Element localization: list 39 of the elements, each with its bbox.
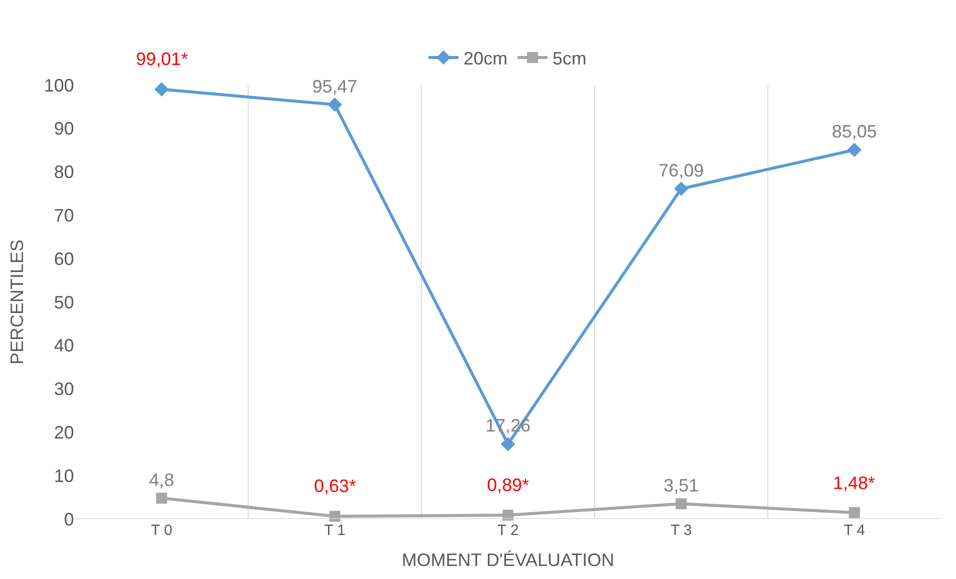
y-tick-label: 50 (54, 292, 74, 312)
y-axis-title: PERCENTILES (7, 239, 28, 365)
point (329, 510, 340, 522)
data-label: 4,8 (149, 470, 174, 490)
legend-label: 5cm (552, 48, 587, 69)
y-tick-label: 20 (54, 422, 74, 442)
point (674, 182, 688, 196)
data-label: 3,51 (664, 475, 699, 496)
x-tick-label: T 3 (670, 522, 692, 539)
x-tick-label: T 1 (324, 522, 346, 539)
data-label: 95,47 (312, 76, 358, 96)
y-tick-label: 0 (64, 509, 74, 530)
annotation: 99,01* (136, 49, 188, 69)
legend-label: 20cm (464, 48, 508, 69)
x-tick-label: T 0 (150, 522, 172, 539)
point (154, 82, 169, 96)
y-tick-label: 100 (44, 75, 74, 96)
x-axis-title: MOMENT D'ÉVALUATION (402, 550, 614, 570)
data-label: 76,09 (658, 160, 704, 180)
point (500, 436, 516, 452)
point (848, 507, 860, 518)
x-tick-label: T 4 (844, 522, 866, 539)
annotation: 0,89* (487, 475, 530, 495)
y-tick-label: 40 (54, 336, 74, 356)
x-tick-label: T 2 (497, 522, 519, 539)
annotation: 0,63* (314, 476, 356, 496)
point (502, 510, 514, 521)
y-tick-label: 80 (54, 162, 74, 182)
data-label: 85,05 (832, 122, 877, 142)
point (676, 498, 687, 510)
y-tick-label: 90 (54, 118, 74, 139)
y-tick-label: 10 (54, 466, 74, 486)
annotation: 1,48* (833, 473, 876, 493)
y-tick-label: 60 (54, 248, 74, 269)
y-tick-label: 30 (54, 379, 74, 400)
y-tick-label: 70 (54, 206, 74, 226)
point (156, 492, 168, 504)
point (328, 98, 342, 112)
point (847, 142, 862, 158)
